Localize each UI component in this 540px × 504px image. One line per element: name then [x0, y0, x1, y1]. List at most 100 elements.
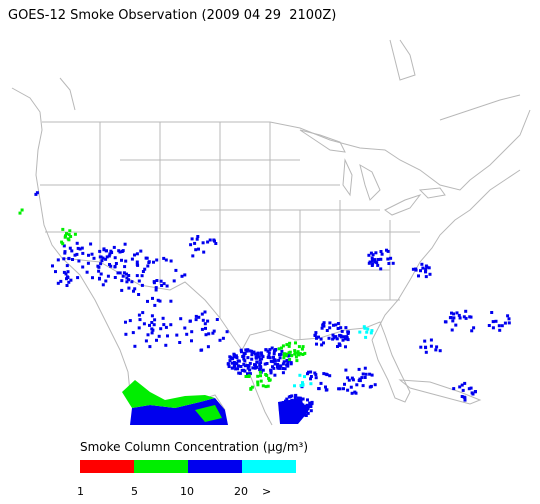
- smoke-pixel: [132, 289, 135, 293]
- smoke-pixel: [491, 320, 495, 324]
- smoke-pixel: [450, 311, 453, 315]
- smoke-pixel: [306, 406, 310, 410]
- base-map: [11, 39, 531, 426]
- smoke-pixel: [379, 267, 383, 271]
- smoke-pixel: [200, 312, 204, 316]
- smoke-pixel: [51, 264, 54, 268]
- smoke-pixel: [56, 281, 60, 285]
- smoke-pixel: [269, 368, 273, 372]
- smoke-pixel: [66, 237, 70, 241]
- smoke-pixel: [172, 279, 176, 283]
- smoke-pixel: [463, 381, 467, 385]
- smoke-pixel: [101, 283, 105, 287]
- smoke-pixel: [61, 242, 65, 246]
- smoke-pixel: [258, 363, 262, 367]
- smoke-pixel: [458, 316, 462, 320]
- smoke-pixel: [228, 359, 232, 363]
- smoke-pixel: [185, 332, 189, 336]
- smoke-pixel: [251, 366, 255, 370]
- smoke-pixel: [135, 262, 139, 266]
- smoke-pixel: [243, 359, 247, 363]
- smoke-pixel: [283, 367, 287, 371]
- smoke-pixel: [215, 318, 219, 321]
- smoke-pixel: [20, 208, 24, 212]
- smoke-pixel: [65, 277, 68, 281]
- smoke-pixel: [324, 385, 327, 389]
- smoke-pixel: [255, 353, 259, 357]
- legend-label: >: [262, 485, 271, 498]
- smoke-pixel: [242, 362, 246, 366]
- smoke-pixel: [120, 279, 124, 283]
- smoke-pixel: [290, 354, 294, 358]
- smoke-pixel: [468, 315, 472, 319]
- smoke-pixel: [248, 349, 252, 353]
- smoke-pixel: [56, 258, 60, 262]
- smoke-pixel: [236, 359, 240, 363]
- smoke-pixel: [461, 388, 465, 392]
- smoke-pixel: [288, 358, 292, 361]
- smoke-pixel: [247, 374, 251, 378]
- smoke-pixel: [155, 338, 158, 342]
- smoke-pixel: [234, 354, 238, 358]
- smoke-pixel: [373, 383, 377, 387]
- smoke-pixel: [268, 378, 272, 382]
- smoke-pixel: [345, 335, 349, 339]
- smoke-pixel: [266, 349, 270, 353]
- smoke-pixel: [297, 345, 301, 349]
- smoke-pixel: [332, 323, 335, 327]
- smoke-pixel: [370, 264, 374, 267]
- smoke-pixel: [137, 279, 141, 283]
- smoke-pixel: [328, 326, 332, 330]
- smoke-pixel: [114, 262, 118, 265]
- smoke-pixel: [337, 387, 341, 391]
- smoke-pixel: [309, 382, 313, 386]
- smoke-pixel: [153, 318, 157, 322]
- smoke-pixel: [255, 365, 259, 369]
- smoke-pixel: [458, 385, 462, 389]
- smoke-pixel: [146, 264, 150, 268]
- smoke-pixel: [68, 229, 72, 233]
- smoke-pixel: [159, 327, 163, 331]
- smoke-pixel: [65, 284, 69, 287]
- smoke-pixel: [261, 368, 265, 372]
- smoke-pixel: [175, 333, 179, 337]
- smoke-pixel: [341, 338, 345, 342]
- smoke-pixel: [322, 321, 326, 325]
- smoke-pixel: [87, 253, 90, 257]
- smoke-pixel: [148, 345, 152, 349]
- smoke-pixel: [258, 370, 262, 374]
- smoke-pixel: [411, 267, 415, 271]
- smoke-pixel: [474, 390, 477, 393]
- smoke-pixel: [434, 348, 438, 352]
- smoke-pixel: [104, 279, 108, 283]
- smoke-pixel: [271, 365, 274, 369]
- smoke-pixel: [457, 313, 461, 317]
- smoke-pixel: [256, 351, 260, 355]
- smoke-pixel: [137, 313, 141, 317]
- smoke-pixel: [231, 357, 235, 361]
- smoke-pixel: [334, 335, 338, 339]
- smoke-pixel: [221, 336, 225, 340]
- smoke-pixel: [389, 256, 393, 260]
- smoke-pixel: [130, 257, 134, 261]
- smoke-pixel: [470, 391, 474, 395]
- smoke-pixel: [197, 247, 200, 251]
- smoke-pixel: [361, 384, 365, 388]
- smoke-pixel: [444, 320, 448, 324]
- smoke-pixel: [59, 279, 63, 283]
- smoke-pixel: [98, 249, 102, 253]
- smoke-pixel: [256, 383, 260, 387]
- smoke-pixel: [138, 318, 142, 322]
- legend-title: Smoke Column Concentration (μg/m³): [80, 440, 308, 454]
- smoke-pixel: [282, 360, 286, 364]
- smoke-pixel: [296, 350, 300, 354]
- smoke-pixel: [306, 398, 309, 402]
- smoke-pixel: [281, 344, 285, 348]
- smoke-pixel: [152, 260, 155, 264]
- smoke-pixel: [268, 356, 272, 360]
- smoke-pixel: [76, 276, 80, 280]
- smoke-pixel: [194, 314, 198, 318]
- smoke-pixel: [123, 242, 127, 246]
- smoke-pixel: [250, 357, 254, 361]
- smoke-pixel: [265, 362, 269, 365]
